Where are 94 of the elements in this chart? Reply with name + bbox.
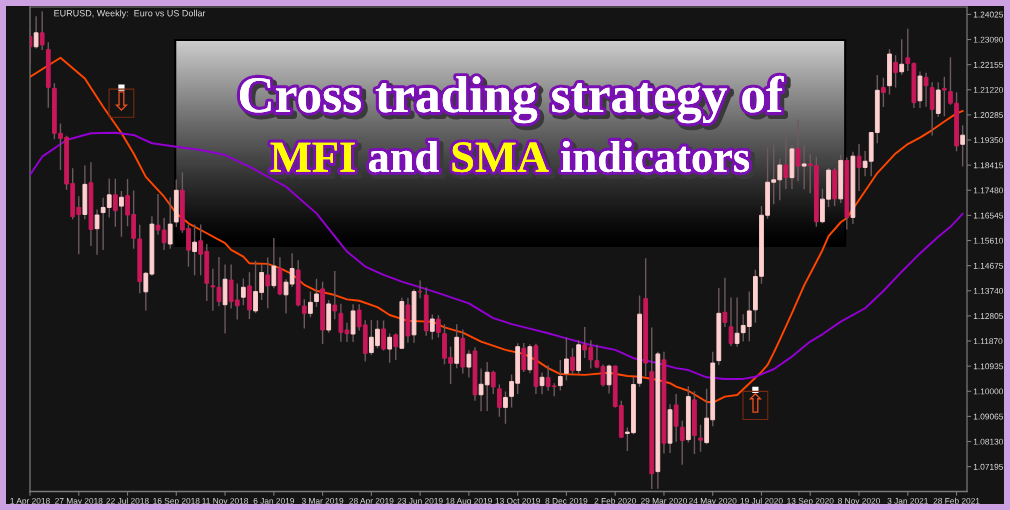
x-tick-label: 19 Jul 2020 [740, 497, 783, 504]
candlestick [557, 359, 563, 392]
candlestick [570, 347, 575, 375]
candlestick [734, 296, 740, 348]
x-tick-label: 11 Nov 2018 [202, 497, 249, 504]
y-tick-label: 1.09065 [973, 413, 1004, 420]
candlestick [728, 296, 734, 347]
y-tick-label: 1.17480 [973, 187, 1004, 194]
candlestick [960, 124, 966, 168]
y-tick-label: 1.19350 [973, 137, 1004, 144]
candlestick [783, 130, 789, 190]
x-tick-label: 28 Feb 2021 [933, 497, 980, 504]
y-tick-label: 1.12805 [973, 313, 1004, 319]
candlestick [490, 370, 496, 395]
x-tick-label: 18 Aug 2019 [446, 497, 492, 506]
candlestick [33, 15, 39, 50]
y-tick-label: 1.14675 [973, 262, 1004, 269]
candlestick [923, 72, 929, 108]
y-tick-label: 1.07195 [973, 463, 1004, 470]
candlestick [881, 76, 886, 108]
x-tick-label: 2 Feb 2020 [594, 497, 636, 504]
candlestick [167, 196, 173, 250]
candlestick [606, 363, 612, 395]
x-tick-label: 24 May 2020 [689, 497, 737, 506]
candlestick [429, 313, 435, 341]
text: Cross trading strategy of MFI and SMA indicators [239, 75, 788, 176]
line-series [30, 131, 964, 380]
candlestick [679, 420, 685, 466]
y-tick-label: 1.10935 [973, 363, 1004, 370]
candlestick [240, 277, 246, 306]
candlestick [119, 190, 124, 238]
candlestick [381, 319, 386, 352]
candlestick [332, 270, 338, 320]
y-tick-label: 1.23090 [973, 36, 1004, 43]
y-tick-label: 1.18415 [973, 162, 1004, 169]
y-tick-label: 1.24025 [973, 11, 1004, 18]
candlestick [539, 371, 545, 395]
y-tick-label: 1.21220 [973, 86, 1004, 93]
x-tick-label: 8 Nov 2020 [838, 497, 881, 504]
x-tick-label: 28 Apr 2019 [349, 497, 394, 506]
candlestick [801, 144, 807, 190]
candlestick [247, 271, 252, 320]
y-tick-label: 1.20285 [973, 112, 1004, 118]
x-tick-label: 16 Sep 2018 [153, 497, 200, 506]
candlestick [929, 81, 935, 137]
x-tick-label: 3 Mar 2019 [301, 497, 344, 504]
x-tick-label: 27 May 2018 [55, 497, 103, 506]
x-tick-label: 23 Jun 2019 [397, 497, 443, 504]
candlestick [436, 314, 441, 339]
candlestick [935, 81, 941, 118]
candlestick [673, 393, 679, 443]
annotation: ⇩ [114, 91, 128, 112]
candlestick [564, 336, 569, 382]
candlestick [192, 223, 197, 276]
x-tick-label: 6 Jan 2019 [253, 497, 295, 504]
candlestick [466, 349, 472, 379]
x-tick-label: 3 Jan 2021 [887, 497, 928, 504]
candlestick [893, 54, 898, 89]
candlestick [94, 208, 100, 256]
candlestick [496, 383, 502, 418]
candlestick [698, 424, 703, 453]
x-tick-label: 1 Apr 2018 [10, 497, 50, 506]
candlestick [795, 118, 801, 182]
candlestick [899, 38, 905, 76]
candlestick [521, 342, 527, 373]
candlestick [314, 277, 319, 308]
candlestick [856, 143, 862, 192]
y-tick-label: 1.11870 [973, 338, 1003, 345]
candlestick [527, 343, 533, 374]
y-tick-label: 1.13740 [973, 287, 1004, 294]
y-tick-label: 1.10000 [973, 388, 1004, 395]
candlestick [503, 390, 508, 425]
x-tick-label: 8 Dec 2019 [545, 497, 588, 504]
candlestick [941, 76, 947, 118]
candlestick [350, 303, 356, 343]
candlestick [393, 332, 399, 361]
candlestick [722, 277, 728, 328]
candlestick [112, 178, 118, 228]
y-tick-label: 1.16545 [973, 212, 1004, 219]
y-tick-label: 1.08130 [973, 438, 1004, 445]
y-tick-label: 1.15610 [973, 237, 1004, 244]
annotation: ⇧ [748, 392, 762, 413]
x-tick-label: 13 Sep 2020 [787, 497, 834, 506]
x-tick-label: 13 Oct 2019 [495, 497, 540, 504]
candlestick [265, 256, 271, 309]
candlestick [308, 290, 313, 319]
candlestick [271, 237, 277, 290]
chart-subtitle: EURUSD, Weekly: Euro vs US Dollar [54, 9, 206, 19]
x-tick-label: 22 Jul 2018 [106, 497, 149, 504]
x-tick-label: 29 Mar 2020 [640, 497, 688, 504]
candlestick [39, 10, 45, 51]
y-tick-label: 1.22155 [973, 61, 1004, 68]
candlestick [387, 332, 393, 364]
candlestick [417, 279, 423, 299]
